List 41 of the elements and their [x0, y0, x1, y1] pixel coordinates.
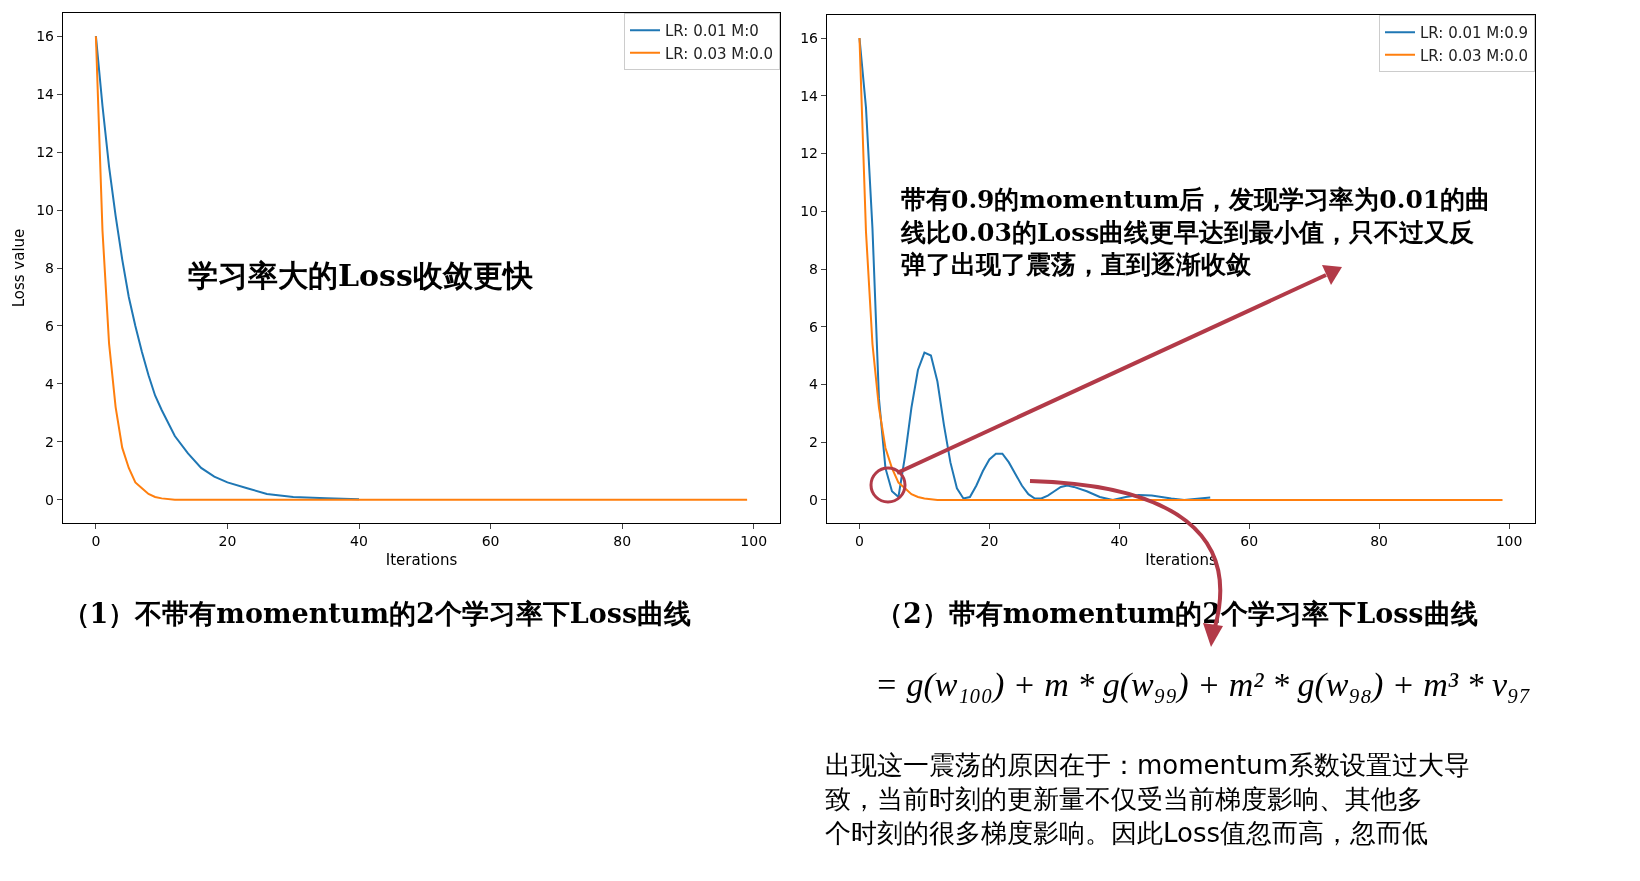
legend-label: LR: 0.01 M:0 — [665, 22, 759, 41]
x-tick-label: 80 — [1370, 533, 1389, 549]
x-axis-title: Iterations — [385, 550, 458, 569]
x-tick-label: 0 — [855, 533, 864, 549]
x-tick-label: 20 — [980, 533, 999, 549]
x-tick-label: 100 — [740, 533, 768, 549]
annotation: 带有0.9的momentum后，发现学习率为0.01的曲线比0.03的Loss曲线更早达到最小值，只不过又反弹了出现了震荡，直到逐渐收敛 — [900, 185, 1491, 279]
y-tick-label: 0 — [45, 491, 54, 508]
y-tick-label: 12 — [800, 145, 818, 162]
x-tick-label: 80 — [613, 533, 632, 549]
y-tick-label: 0 — [809, 491, 818, 508]
legend-label: LR: 0.01 M:0.9 — [1420, 24, 1529, 43]
y-tick-label: 2 — [45, 433, 54, 450]
annotation: 学习率大的Loss收敛更快 — [188, 258, 534, 293]
y-tick-label: 14 — [36, 86, 55, 103]
x-tick-label: 100 — [1495, 533, 1523, 549]
y-tick-label: 16 — [36, 28, 55, 45]
y-tick-label: 6 — [45, 317, 55, 334]
y-tick-label: 8 — [45, 259, 54, 276]
y-tick-label: 10 — [36, 201, 54, 218]
legend-label: LR: 0.03 M:0.0 — [1420, 46, 1529, 65]
text: （1）不带有momentum的2个学习率下Loss曲线 — [62, 598, 692, 630]
y-tick-label: 10 — [800, 203, 818, 220]
x-tick-label: 20 — [218, 533, 237, 549]
x-tick-label: 60 — [481, 533, 500, 549]
y-axis-title: Loss value — [9, 228, 28, 308]
y-tick-label: 8 — [809, 260, 818, 277]
y-tick-label: 4 — [45, 375, 55, 392]
legend-label: LR: 0.03 M:0.0 — [665, 44, 774, 63]
y-tick-label: 2 — [809, 434, 818, 451]
x-tick-label: 40 — [1110, 533, 1129, 549]
text: = g(w₁₀₀) + m * g(w₉₉) + m² * g(w₉₈) + m³ * v₉₇ — [875, 666, 1531, 704]
x-tick-label: 60 — [1240, 533, 1259, 549]
x-tick-label: 0 — [91, 533, 101, 549]
y-tick-label: 6 — [809, 318, 819, 335]
y-tick-label: 4 — [809, 376, 819, 393]
y-tick-label: 14 — [800, 87, 819, 104]
text: 出现这一震荡的原因在于：momentum系数设置过大导致，当前时刻的更新量不仅受当前梯度影响、其他多个时刻的很多梯度影响。因此Loss值忽而高，忽而低 — [825, 750, 1471, 848]
x-tick-label: 40 — [350, 533, 368, 549]
y-tick-label: 16 — [800, 29, 819, 46]
y-tick-label: 12 — [36, 143, 54, 160]
